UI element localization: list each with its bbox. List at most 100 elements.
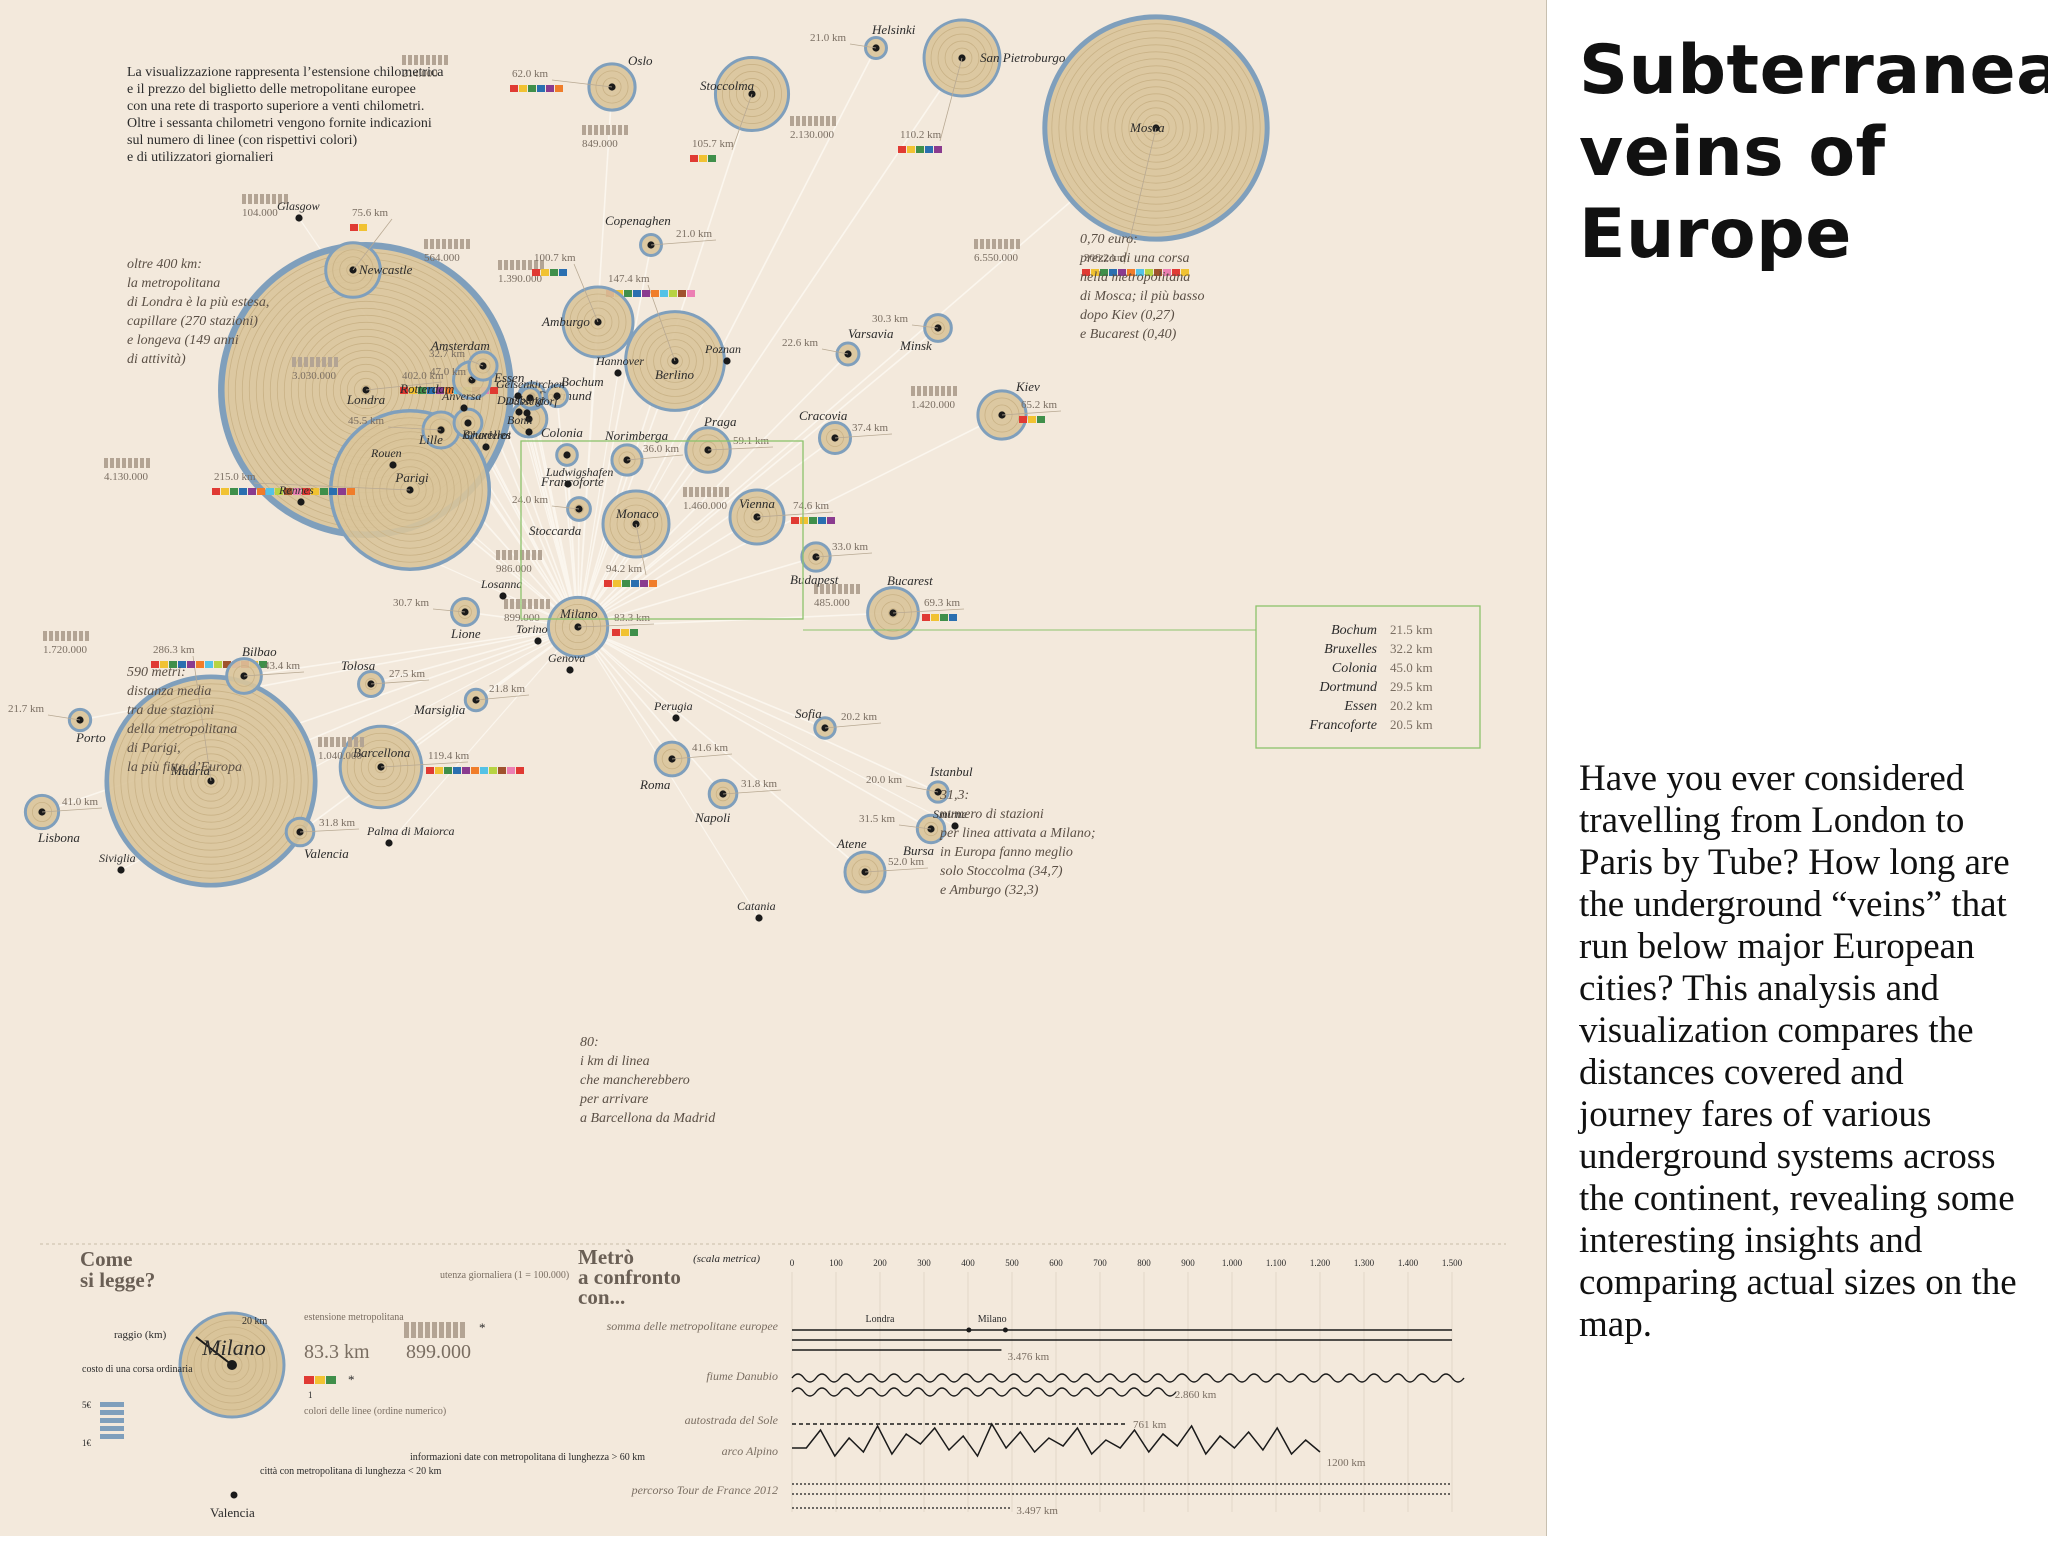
dot-rennes	[297, 498, 305, 506]
user-figure-parigi	[104, 458, 108, 468]
label-bilbao: Bilbao	[242, 644, 277, 659]
km-amsterdam: 32.7 km	[429, 348, 466, 360]
side-panel: Subterranean veins of Europe Have you ev…	[1546, 0, 2048, 1536]
dot-glasgow	[295, 214, 303, 222]
ring-parigi	[386, 466, 434, 514]
user-figure-amburgo	[454, 239, 458, 249]
user-figure-kiev	[911, 386, 915, 396]
user-figure-mosca	[974, 239, 978, 249]
line-color-barcellona-10	[507, 767, 515, 774]
label-san-pietroburgo: San Pietroburgo	[980, 50, 1066, 65]
dot-hannover	[614, 369, 622, 377]
link-duisburg	[518, 411, 579, 628]
small-label-gelsenkirchen: Gelsenkirchen	[496, 377, 565, 391]
annotation-moscow: dopo Kiev (0,27)	[1080, 308, 1175, 323]
user-figure-kiev	[929, 386, 933, 396]
user-figure-kiev	[935, 386, 939, 396]
dot-rouen	[389, 461, 397, 469]
user-figure-amburgo	[424, 239, 428, 249]
compare-title: Metrò	[578, 1245, 634, 1269]
line-color-berlino-7	[660, 290, 668, 297]
km-leader-cracovia	[834, 433, 893, 439]
ring-mosca	[1142, 114, 1170, 142]
dot-perugia	[672, 714, 680, 722]
line-color-berlino-10	[687, 290, 695, 297]
small-label-rouen: Rouen	[370, 446, 402, 460]
annotation-paris: 590 metri:	[127, 665, 186, 680]
ring-monaco	[623, 511, 649, 537]
link-valencia	[299, 626, 579, 833]
label-monaco: Monaco	[615, 506, 659, 521]
km-leader-valencia	[299, 828, 360, 833]
ring-milano	[561, 610, 595, 644]
km-leader-mosca	[1123, 127, 1157, 265]
km-stoccolma: 105.7 km	[692, 138, 734, 150]
city-madrid: Madrid 286.3 km 1.720.000	[43, 631, 318, 888]
user-figure-kiev	[923, 386, 927, 396]
user-figure-madrid	[55, 631, 59, 641]
ring-madrid	[183, 753, 239, 809]
line-color-milano-3	[630, 629, 638, 636]
legend-small-example: Valencia	[210, 1505, 255, 1520]
line-color-vienna-5	[827, 517, 835, 524]
dot-bonn	[525, 428, 533, 436]
legend-user-figure	[460, 1322, 465, 1338]
km-leader-praga	[707, 446, 774, 451]
annotation-milan: solo Stoccolma (34,7)	[940, 864, 1063, 879]
line-color-oslo-1	[510, 85, 518, 92]
ruhr-legend-km: 20.2 km	[1390, 698, 1433, 713]
km-leader-rotterdam	[469, 377, 473, 381]
km-leader-lille	[387, 426, 442, 431]
line-color-londra-1	[400, 387, 408, 394]
user-figure-vienna	[719, 487, 723, 497]
city-atene: Atene 52.0 km	[836, 836, 929, 894]
intro-note-line: Oltre i sessanta chilometri vengono forn…	[127, 116, 432, 131]
users-vienna: 1.460.000	[683, 500, 728, 512]
city-mosca: Mosca 306.2 km 6.550.000	[974, 14, 1270, 276]
line-color-barcellona-2	[435, 767, 443, 774]
ring-newcastle	[346, 263, 360, 277]
ring-vienna	[736, 496, 778, 538]
km-stoccarda: 24.0 km	[512, 494, 549, 506]
user-figure-amburgo	[448, 239, 452, 249]
line-color-parigi-14	[329, 488, 337, 495]
label-bochum: Bochum	[561, 374, 604, 389]
annotation-london: di attività)	[127, 352, 186, 367]
ring-norimberga	[618, 451, 636, 469]
small-label-smirne: Smirne	[933, 807, 968, 821]
line-color-parigi-12	[311, 488, 319, 495]
user-figure-berlino	[534, 260, 538, 270]
km-marsiglia: 21.8 km	[489, 683, 526, 695]
city-oslo: Oslo 62.0 km 214.000	[402, 53, 653, 112]
km-bursa: 31.5 km	[859, 813, 896, 825]
city-istanbul: Istanbul 20.0 km	[866, 764, 973, 804]
dot-siviglia	[117, 866, 125, 874]
user-figure-mosca	[980, 239, 984, 249]
line-color-parigi-5	[248, 488, 256, 495]
km-bucarest: 69.3 km	[924, 597, 961, 609]
ring-monaco	[609, 497, 663, 551]
user-figure-san-pietroburgo	[796, 116, 800, 126]
line-color-mosca-11	[1172, 269, 1180, 276]
user-figure-san-pietroburgo	[802, 116, 806, 126]
line-color-monaco-2	[613, 580, 621, 587]
ring-madrid	[148, 718, 274, 844]
line-color-parigi-7	[266, 488, 274, 495]
legend-star: *	[348, 1372, 355, 1387]
line-color-berlino-5	[642, 290, 650, 297]
user-figure-mosca	[1010, 239, 1014, 249]
ruhr-legend-km: 32.2 km	[1390, 641, 1433, 656]
user-figure-vienna	[707, 487, 711, 497]
ring-londra	[339, 363, 393, 417]
ruhr-legend-km: 29.5 km	[1390, 679, 1433, 694]
compare-marker-dot	[966, 1327, 972, 1333]
link-bonn	[528, 431, 579, 628]
ring-barcellona	[367, 753, 395, 781]
line-color-mosca-6	[1127, 269, 1135, 276]
city-vienna: Vienna 74.6 km 1.460.000	[683, 487, 835, 546]
line-color-mosca-1	[1082, 269, 1090, 276]
ring-madrid	[134, 704, 288, 858]
user-figure-parigi	[122, 458, 126, 468]
user-figure-milano	[540, 599, 544, 609]
how-to-read-title: Come	[80, 1247, 132, 1271]
